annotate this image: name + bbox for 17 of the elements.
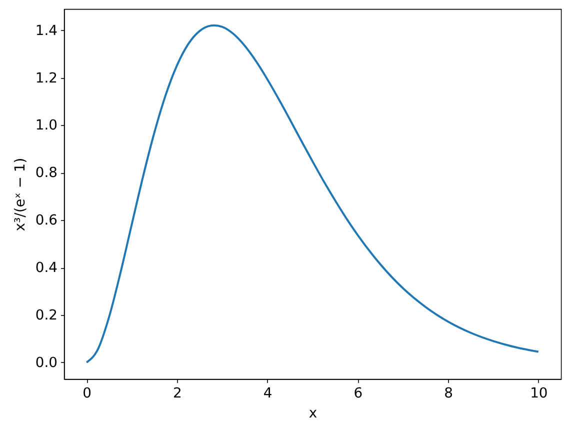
y-tick-label: 1.0 (35, 118, 58, 134)
x-axis-title: x (308, 405, 318, 422)
y-tick-label: 0.0 (35, 354, 58, 371)
y-tick-label: 0.8 (35, 165, 58, 182)
x-tick-label: 6 (354, 386, 363, 402)
x-tick-label: 0 (82, 386, 92, 402)
y-tick-label: 0.6 (35, 212, 58, 229)
y-tick-label: 1.4 (35, 22, 58, 39)
y-tick-label: 0.2 (35, 307, 58, 324)
x-tick-label: 8 (444, 386, 453, 402)
x-tick-label: 4 (263, 386, 272, 402)
y-tick-label: 0.4 (35, 260, 58, 276)
y-tick-label: 1.2 (35, 70, 58, 86)
y-axis-title: x³/(eˣ − 1) (12, 158, 28, 232)
x-tick-label: 2 (173, 386, 182, 402)
line-series (86, 24, 540, 364)
x-tick-label: 10 (530, 386, 548, 402)
